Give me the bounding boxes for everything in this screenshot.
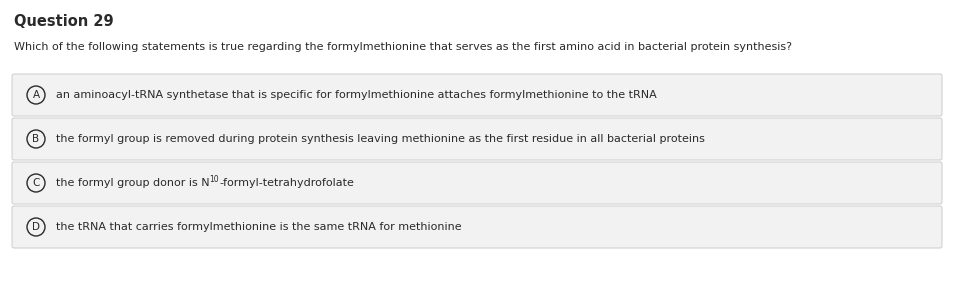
- Text: Question 29: Question 29: [14, 14, 113, 29]
- FancyBboxPatch shape: [12, 206, 941, 248]
- Text: C: C: [32, 178, 40, 188]
- Text: the formyl group donor is N: the formyl group donor is N: [56, 178, 210, 188]
- Text: D: D: [32, 222, 40, 232]
- Text: the tRNA that carries formylmethionine is the same tRNA for methionine: the tRNA that carries formylmethionine i…: [56, 222, 461, 232]
- Text: the formyl group is removed during protein synthesis leaving methionine as the f: the formyl group is removed during prote…: [56, 134, 704, 144]
- FancyBboxPatch shape: [12, 162, 941, 204]
- FancyBboxPatch shape: [12, 118, 941, 160]
- Text: A: A: [32, 90, 39, 100]
- Text: -formyl-tetrahydrofolate: -formyl-tetrahydrofolate: [219, 178, 354, 188]
- Text: B: B: [32, 134, 39, 144]
- FancyBboxPatch shape: [12, 74, 941, 116]
- Text: an aminoacyl-tRNA synthetase that is specific for formylmethionine attaches form: an aminoacyl-tRNA synthetase that is spe…: [56, 90, 656, 100]
- Text: 10: 10: [210, 175, 219, 184]
- Text: Which of the following statements is true regarding the formylmethionine that se: Which of the following statements is tru…: [14, 42, 791, 52]
